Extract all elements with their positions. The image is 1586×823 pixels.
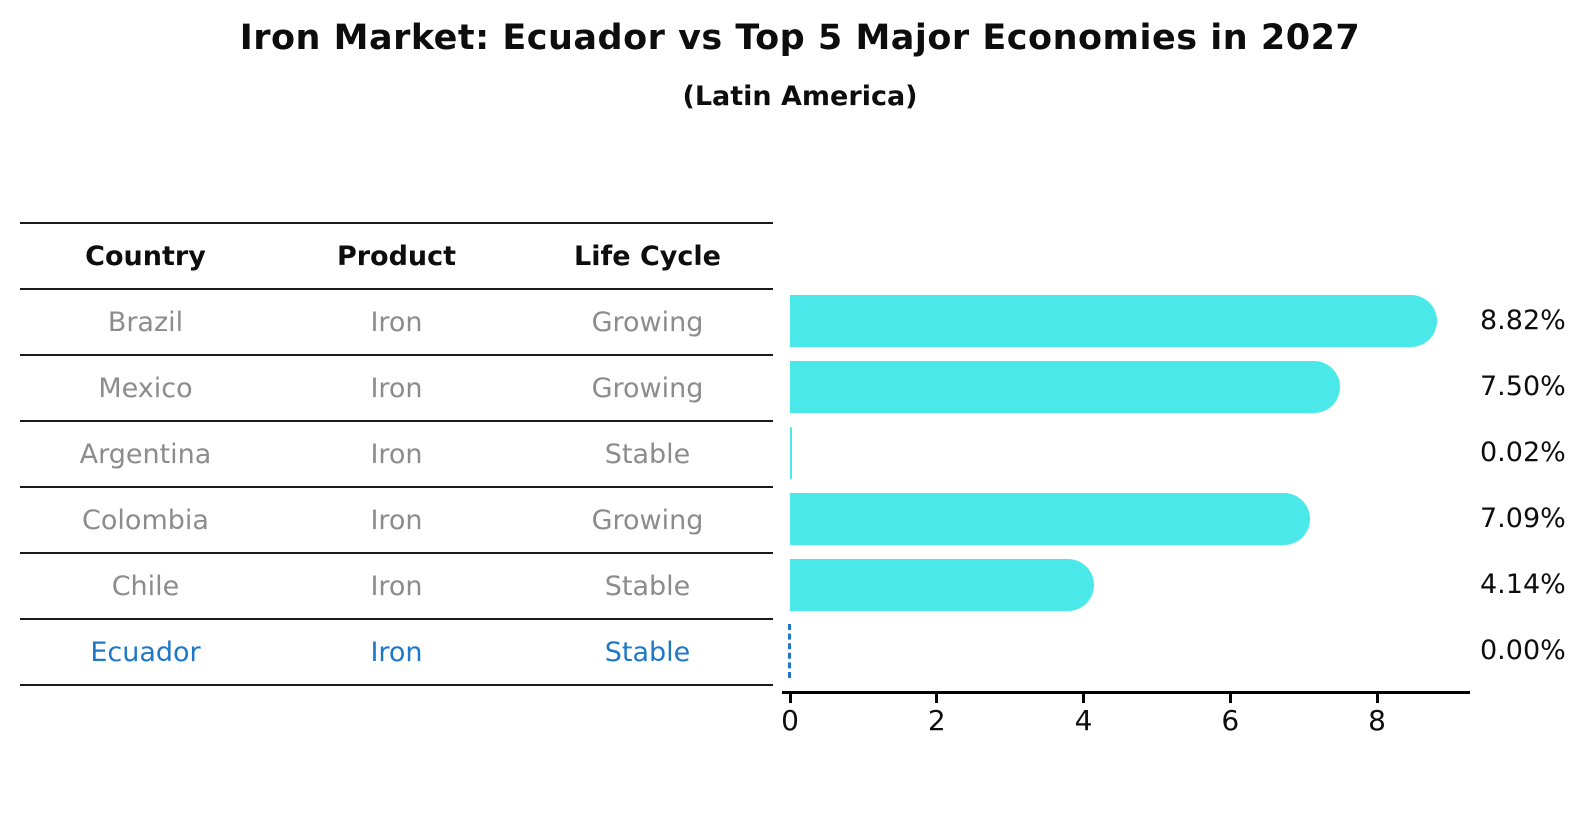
cell-lifecycle: Growing xyxy=(591,306,704,338)
bar-brazil xyxy=(790,295,1438,347)
highlight-zero-dashed-line xyxy=(788,624,791,678)
x-axis-tick-label: 0 xyxy=(781,704,799,737)
cell-country: Chile xyxy=(111,570,180,602)
table-row: Brazil Iron Growing xyxy=(20,290,773,356)
x-axis-tick xyxy=(935,694,939,703)
table-row: Chile Iron Stable xyxy=(20,554,773,620)
table-row: Colombia Iron Growing xyxy=(20,488,773,554)
bar-value-label: 0.02% xyxy=(1480,437,1566,468)
chart-title: Iron Market: Ecuador vs Top 5 Major Econ… xyxy=(239,18,1361,58)
x-axis-tick-label: 8 xyxy=(1368,704,1386,737)
cell-lifecycle: Stable xyxy=(604,636,691,668)
chart-subtitle: (Latin America) xyxy=(682,81,918,112)
x-axis-tick-label: 4 xyxy=(1074,704,1093,737)
x-axis-tick-label: 6 xyxy=(1221,704,1240,737)
cell-country: Ecuador xyxy=(90,636,201,668)
cell-country: Colombia xyxy=(82,504,209,536)
column-header-product: Product xyxy=(336,240,457,272)
cell-lifecycle: Stable xyxy=(604,570,691,602)
cell-product: Iron xyxy=(370,372,423,404)
column-header-lifecycle: Life Cycle xyxy=(574,240,721,272)
x-axis-tick xyxy=(788,694,792,703)
bar-colombia xyxy=(790,493,1311,545)
bar-value-label: 4.14% xyxy=(1480,569,1566,600)
table-row: Argentina Iron Stable xyxy=(20,422,773,488)
x-axis-tick xyxy=(1082,694,1085,703)
cell-country: Brazil xyxy=(107,306,184,338)
table-row: Mexico Iron Growing xyxy=(20,356,773,422)
x-axis-line xyxy=(782,691,1470,694)
bar-argentina xyxy=(790,427,792,479)
country-table: Country Product Life Cycle Brazil Iron Gro… xyxy=(20,222,773,686)
bar-value-label: 7.09% xyxy=(1480,503,1566,534)
cell-product: Iron xyxy=(370,636,423,668)
bar-value-label: 0.00% xyxy=(1480,635,1566,666)
x-axis-tick xyxy=(1228,694,1232,703)
column-header-country: Country xyxy=(85,240,206,272)
bar-chile xyxy=(790,559,1094,611)
x-axis-tick-label: 2 xyxy=(927,704,946,737)
bar-value-label: 8.82% xyxy=(1480,305,1566,336)
cell-country: Argentina xyxy=(79,438,212,470)
cell-product: Iron xyxy=(370,306,423,338)
bar-mexico xyxy=(790,361,1341,413)
table-header-row: Country Product Life Cycle xyxy=(20,224,773,290)
cell-lifecycle: Growing xyxy=(591,372,704,404)
cell-product: Iron xyxy=(370,504,423,536)
cell-product: Iron xyxy=(370,570,423,602)
cell-lifecycle: Growing xyxy=(591,504,704,536)
cell-lifecycle: Stable xyxy=(604,438,691,470)
cell-country: Mexico xyxy=(98,372,193,404)
bar-value-label: 7.50% xyxy=(1480,371,1566,402)
x-axis-tick xyxy=(1375,694,1379,703)
cell-product: Iron xyxy=(370,438,423,470)
table-row: Ecuador Iron Stable xyxy=(20,620,773,686)
